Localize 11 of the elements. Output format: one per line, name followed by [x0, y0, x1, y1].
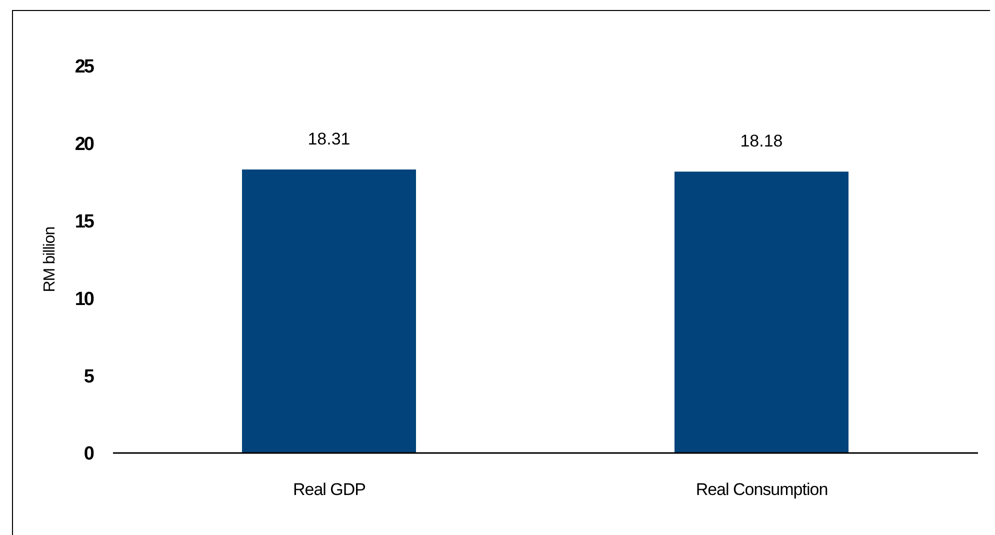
y-tick-label: 15	[74, 212, 95, 233]
y-tick-label: 25	[74, 56, 95, 78]
x-tick-label: Real GDP	[292, 480, 366, 500]
y-tick-label: 5	[84, 366, 95, 388]
y-tick-label: 20	[74, 134, 94, 156]
y-tick-label: 0	[84, 444, 94, 465]
y-axis-title: RM billion	[42, 226, 58, 292]
data-label: 18.18	[740, 132, 783, 151]
x-tick-label: Real Consumption	[696, 480, 828, 500]
data-label: 18.31	[308, 130, 350, 149]
y-tick-label: 10	[74, 288, 94, 310]
